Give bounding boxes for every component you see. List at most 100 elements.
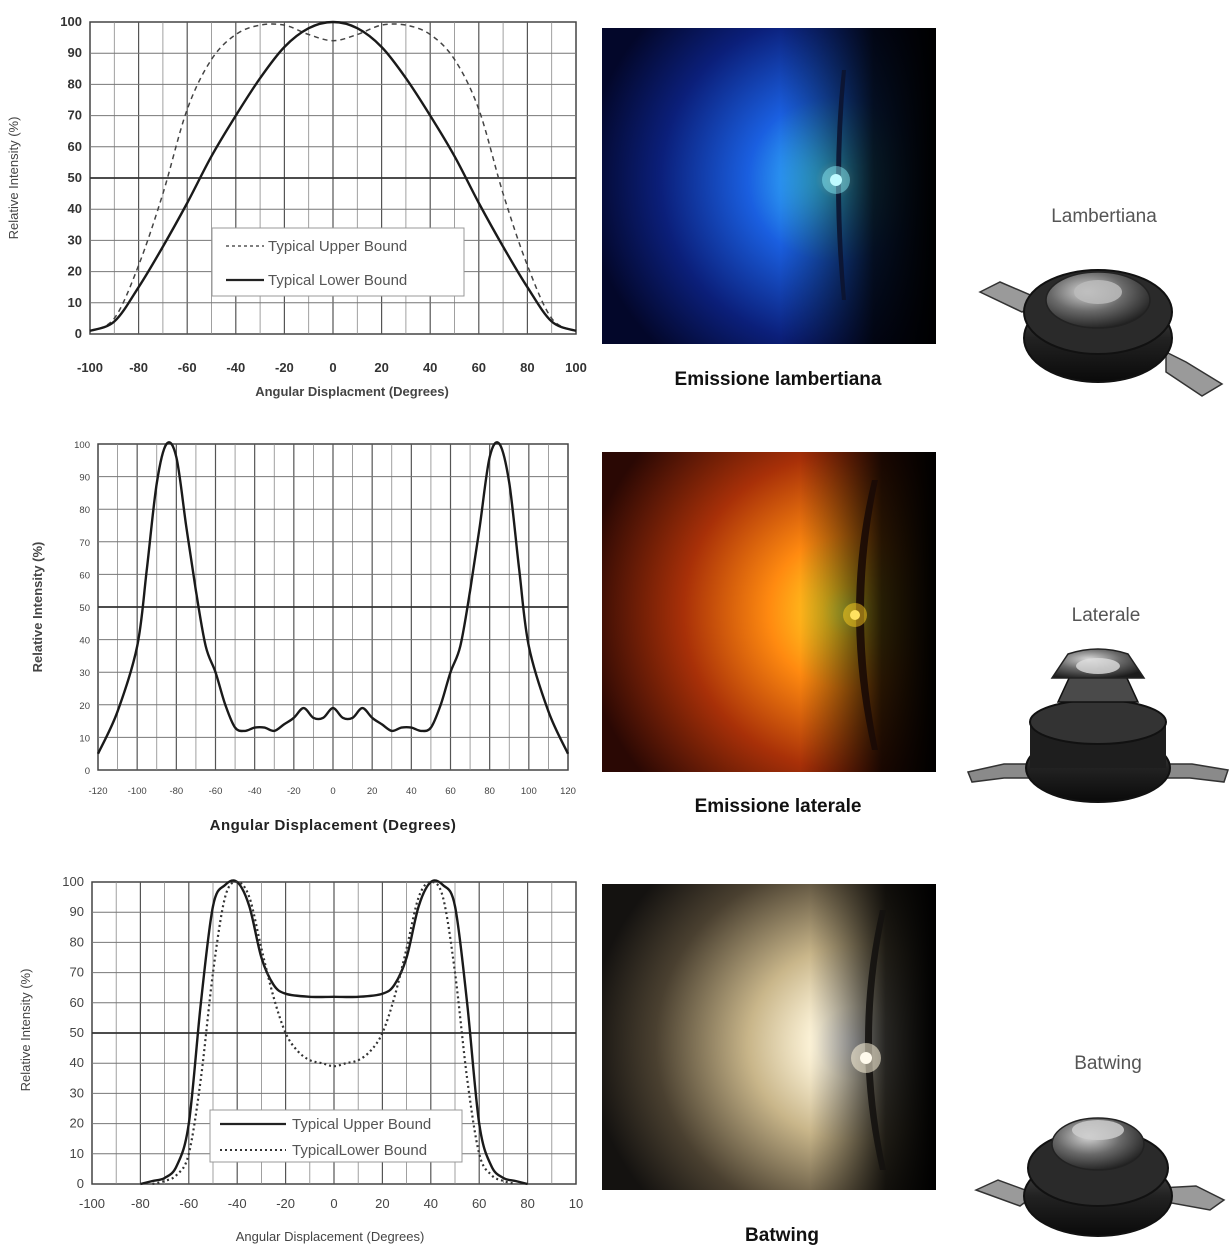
chart-2-x-axis-label: Angular Displacement (Degrees)	[210, 817, 457, 834]
photo-lateral-emission	[602, 452, 936, 772]
legend-item-lower-bound: TypicalLower Bound	[292, 1142, 427, 1159]
x-tick-label: 100	[565, 360, 587, 375]
x-tick-label: 80	[520, 1196, 534, 1211]
y-tick-label: 100	[60, 14, 82, 29]
chart-1-legend: Typical Upper Bound Typical Lower Bound	[211, 227, 465, 297]
y-tick-label: 0	[75, 326, 82, 341]
x-tick-label: -60	[178, 360, 197, 375]
y-tick-label: 70	[79, 538, 90, 549]
chart-2-lateral: 0 10 20 30 40 50 60 70 80 90 100 -120 -100 -80 -60 -40…	[30, 440, 576, 834]
y-tick-label: 100	[62, 874, 84, 889]
x-tick-label: -60	[179, 1196, 198, 1211]
x-tick-label: 20	[375, 1196, 389, 1211]
chart-3-y-axis-label: Relative Intensity (%)	[18, 969, 33, 1092]
x-tick-label: 0	[330, 786, 335, 797]
x-tick-label: -100	[77, 360, 103, 375]
led-package-lateral-icon	[966, 648, 1229, 803]
y-tick-label: 30	[68, 232, 82, 247]
y-tick-label: 80	[68, 76, 82, 91]
chart-1-y-axis-label: Relative Intensity (%)	[6, 117, 21, 240]
x-tick-label: 40	[424, 1196, 438, 1211]
x-tick-label: -40	[228, 1196, 247, 1211]
y-tick-label: 60	[68, 139, 82, 154]
led-label-lambertian: Lambertiana	[1051, 206, 1157, 227]
chart-2-y-axis-label: Relative Intensity (%)	[30, 542, 45, 673]
led-package-batwing-icon	[974, 1117, 1226, 1237]
chart-3-x-axis-label: Angular Displacement (Degrees)	[236, 1229, 425, 1244]
x-tick-label: 100	[521, 786, 537, 797]
y-tick-label: 20	[70, 1116, 84, 1131]
x-tick-label: 0	[329, 360, 336, 375]
x-tick-label: -80	[131, 1196, 150, 1211]
x-tick-label: -40	[226, 360, 245, 375]
chart-1-legend-box	[211, 227, 465, 297]
y-tick-label: 0	[85, 766, 90, 777]
chart-3-legend-box	[209, 1109, 463, 1163]
legend-item-lower-bound: Typical Lower Bound	[268, 272, 407, 289]
y-tick-label: 40	[68, 201, 82, 216]
legend-item-upper-bound: Typical Upper Bound	[268, 238, 407, 255]
x-tick-label: -100	[79, 1196, 105, 1211]
x-tick-label: -20	[287, 786, 301, 797]
y-tick-label: 40	[70, 1055, 84, 1070]
x-tick-label: -40	[248, 786, 262, 797]
x-tick-label: -100	[128, 786, 147, 797]
photo-lambertian-emission	[602, 28, 936, 344]
photo-batwing-emission	[602, 884, 936, 1190]
y-tick-label: 100	[74, 440, 90, 451]
y-tick-label: 60	[79, 570, 90, 581]
series-line-solid	[96, 441, 570, 755]
y-tick-label: 70	[68, 108, 82, 123]
y-tick-label: 60	[70, 995, 84, 1010]
x-tick-label: -80	[129, 360, 148, 375]
chart-3-legend: Typical Upper Bound TypicalLower Bound	[209, 1109, 463, 1163]
led-label-lateral: Laterale	[1072, 605, 1141, 626]
chart-1-x-axis-label: Angular Displacment (Degrees)	[255, 384, 449, 399]
y-tick-label: 20	[68, 264, 82, 279]
x-tick-label: 60	[472, 360, 486, 375]
x-tick-label: 10	[569, 1196, 583, 1211]
caption-lateral: Emissione laterale	[695, 796, 862, 817]
y-tick-label: 80	[70, 934, 84, 949]
y-tick-label: 50	[79, 603, 90, 614]
x-tick-label: 120	[560, 786, 576, 797]
x-tick-label: 80	[484, 786, 495, 797]
x-tick-label: 60	[472, 1196, 486, 1211]
y-tick-label: 90	[79, 473, 90, 484]
x-tick-label: 0	[330, 1196, 337, 1211]
y-tick-label: 50	[68, 170, 82, 185]
y-tick-label: 0	[77, 1176, 84, 1191]
x-tick-label: -20	[276, 1196, 295, 1211]
x-tick-label: 40	[406, 786, 417, 797]
caption-lambertian: Emissione lambertiana	[675, 369, 882, 390]
chart-3-y-ticks: 0 10 20 30 40 50 60 70 80 90 100	[62, 874, 84, 1191]
caption-batwing: Batwing	[745, 1225, 819, 1246]
y-tick-label: 70	[70, 965, 84, 980]
legend-item-upper-bound: Typical Upper Bound	[292, 1116, 431, 1133]
led-label-batwing: Batwing	[1074, 1053, 1142, 1074]
x-tick-label: -80	[169, 786, 183, 797]
y-tick-label: 10	[79, 733, 90, 744]
x-tick-label: -120	[88, 786, 107, 797]
y-tick-label: 10	[68, 295, 82, 310]
chart-1-lambertian: 0 10 20 30 40 50 60 70 80 90 100 -100 -80 -60 -40 -20 0…	[6, 14, 587, 399]
x-tick-label: 40	[423, 360, 437, 375]
y-tick-label: 30	[70, 1085, 84, 1100]
series-line-solid	[140, 879, 528, 1186]
x-tick-label: 20	[374, 360, 388, 375]
chart-1-y-ticks: 0 10 20 30 40 50 60 70 80 90 100	[60, 14, 82, 341]
chart-2-y-ticks: 0 10 20 30 40 50 60 70 80 90 100	[74, 440, 90, 777]
x-tick-label: 60	[445, 786, 456, 797]
x-tick-label: 80	[520, 360, 534, 375]
series-line-dashed	[89, 23, 577, 332]
y-tick-label: 30	[79, 668, 90, 679]
chart-1-series	[89, 20, 577, 333]
y-tick-label: 90	[70, 904, 84, 919]
led-package-lambertian-icon	[978, 269, 1224, 397]
x-tick-label: 20	[367, 786, 378, 797]
y-tick-label: 40	[79, 636, 90, 647]
chart-2-series	[96, 441, 570, 755]
x-tick-label: -60	[209, 786, 223, 797]
